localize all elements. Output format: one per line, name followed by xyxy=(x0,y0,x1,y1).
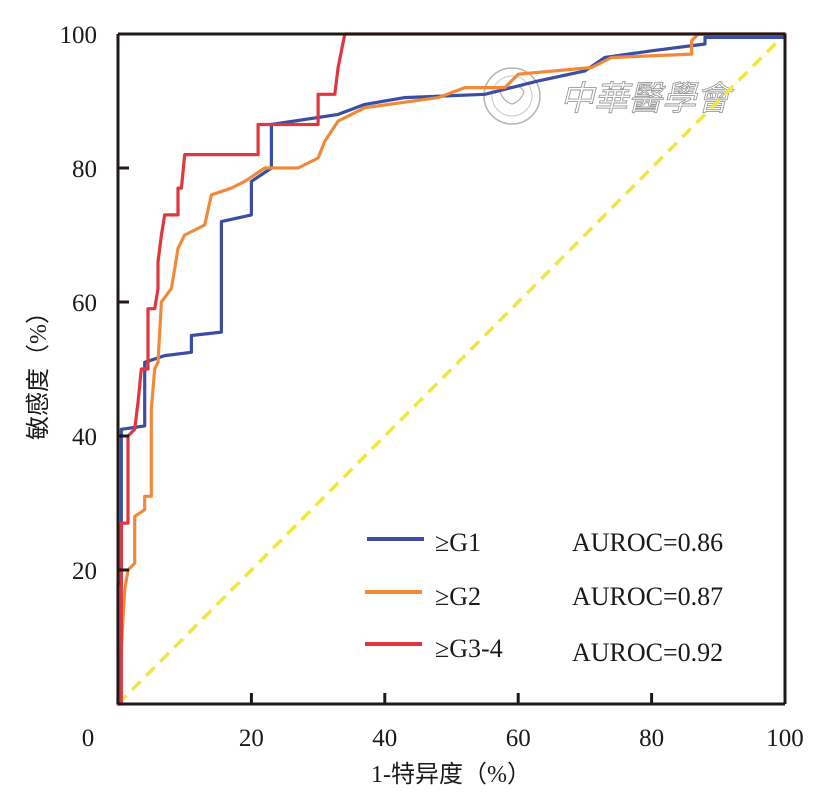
x-tick-label: 80 xyxy=(639,725,664,752)
legend-item-g2: ≥G2 AUROC=0.87 xyxy=(365,582,723,611)
watermark: 中華醫學會 xyxy=(483,67,735,125)
x-tick-label: 0 xyxy=(82,725,95,752)
series-layer xyxy=(116,32,787,706)
legend: ≥G1 AUROC=0.86 ≥G2 AUROC=0.87 ≥G3-4 AURO… xyxy=(365,528,723,667)
roc-curve-g3-4 xyxy=(116,32,787,706)
y-tick-label: 80 xyxy=(72,156,97,183)
roc-curve-g1 xyxy=(116,35,787,706)
legend-auroc-g2: AUROC=0.87 xyxy=(572,582,723,611)
y-tick-label: 60 xyxy=(72,290,97,317)
legend-auroc-g3-4: AUROC=0.92 xyxy=(572,638,723,667)
x-tick-label: 40 xyxy=(372,725,397,752)
legend-item-g3-4: ≥G3-4 AUROC=0.92 xyxy=(365,634,723,667)
seal-logo xyxy=(483,67,541,125)
legend-label-g3-4: ≥G3-4 xyxy=(435,634,503,663)
axes xyxy=(116,32,787,706)
x-axis-title: 1-特异度（%） xyxy=(371,761,531,788)
reference-diagonal xyxy=(116,32,787,706)
y-tick-label: 100 xyxy=(60,22,98,49)
x-ticks: 0 20 40 60 80 100 xyxy=(82,693,804,752)
y-tick-label: 20 xyxy=(72,558,97,585)
y-tick-label: 40 xyxy=(72,424,97,451)
watermark-text: 中華醫學會 xyxy=(560,79,735,119)
chance-line xyxy=(116,32,787,706)
legend-label-g1: ≥G1 xyxy=(435,528,481,557)
x-tick-label: 100 xyxy=(766,725,804,752)
legend-item-g1: ≥G1 AUROC=0.86 xyxy=(367,528,723,557)
legend-auroc-g1: AUROC=0.86 xyxy=(572,528,723,557)
x-tick-label: 60 xyxy=(506,725,531,752)
y-axis-title: 敏感度（%） xyxy=(25,300,52,440)
roc-curve-g2 xyxy=(116,32,787,706)
legend-label-g2: ≥G2 xyxy=(435,582,481,611)
x-tick-label: 20 xyxy=(239,725,264,752)
y-ticks: 20 40 60 80 100 xyxy=(60,22,129,585)
